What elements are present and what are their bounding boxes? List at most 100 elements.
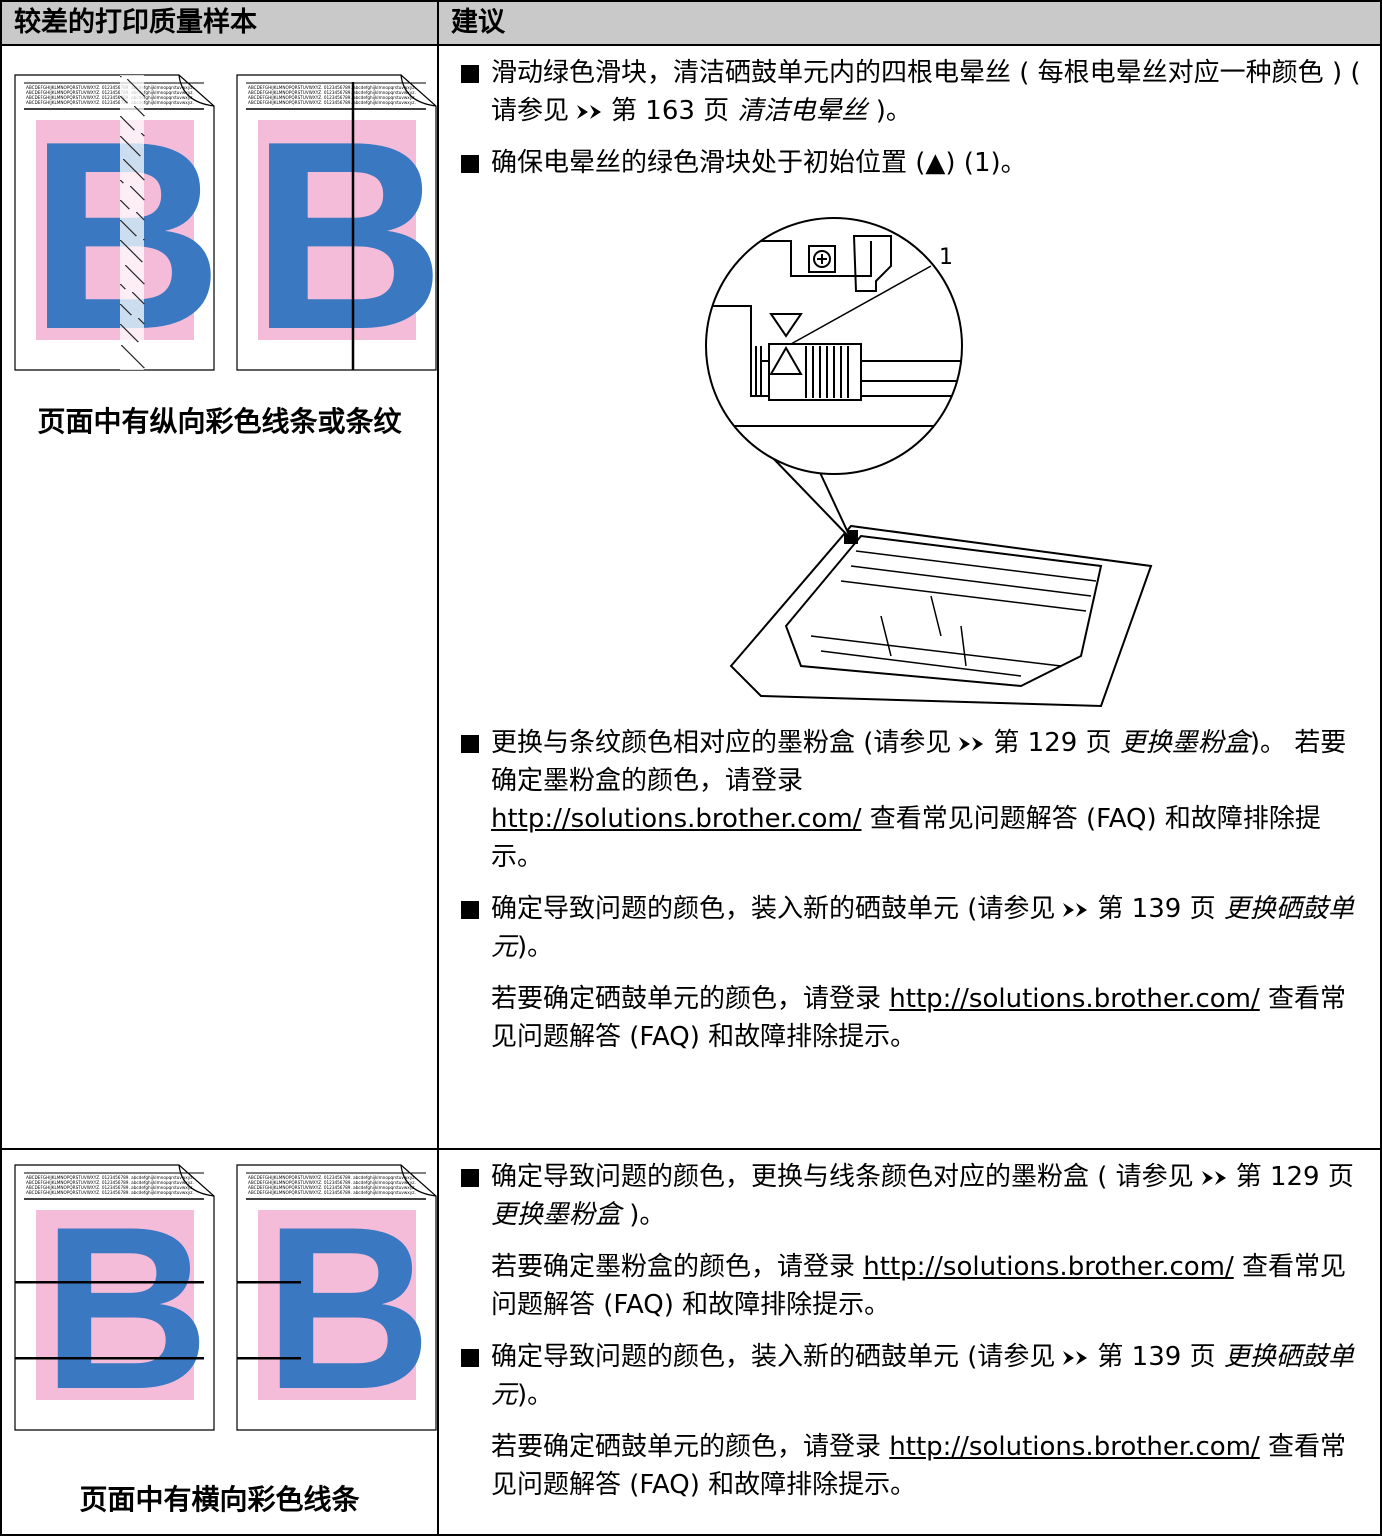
- speck: [133, 129, 135, 131]
- speck: [128, 208, 130, 210]
- link[interactable]: http://solutions.brother.com/: [889, 984, 1260, 1014]
- speck: [138, 154, 140, 156]
- link[interactable]: http://solutions.brother.com/: [491, 804, 862, 834]
- sample-text: ABCDEFGHIJKLMNOPQRSTUVWXYZ. 0123456789. …: [26, 1180, 194, 1185]
- speck: [127, 331, 129, 333]
- sample-text: ABCDEFGHIJKLMNOPQRSTUVWXYZ. 0123456789. …: [26, 90, 194, 95]
- speck: [128, 144, 130, 146]
- speck: [124, 244, 126, 246]
- speck: [127, 311, 129, 313]
- link[interactable]: http://solutions.brother.com/: [863, 1252, 1234, 1282]
- speck: [120, 220, 122, 222]
- speck: [126, 142, 128, 144]
- bullet-paragraph: 确定导致问题的颜色，更换与线条颜色对应的墨粉盒 ( 请参见 第 129 页 更换墨…: [461, 1158, 1366, 1234]
- speck: [137, 213, 139, 215]
- sample-text: ABCDEFGHIJKLMNOPQRSTUVWXYZ. 0123456789. …: [26, 1185, 194, 1190]
- speck: [139, 175, 141, 177]
- page-fold: [400, 1164, 437, 1197]
- speck: [143, 115, 145, 117]
- speck: [124, 224, 126, 226]
- speck: [120, 96, 122, 98]
- speck: [142, 322, 144, 324]
- speck: [143, 239, 145, 241]
- speck: [135, 255, 137, 257]
- speck: [128, 248, 130, 250]
- speck: [135, 359, 137, 361]
- sample-text: ABCDEFGHIJKLMNOPQRSTUVWXYZ. 0123456789. …: [248, 1190, 416, 1195]
- speck: [126, 266, 128, 268]
- speck: [139, 215, 141, 217]
- speck: [133, 85, 135, 87]
- speck: [127, 79, 129, 81]
- paragraph: 若要确定硒鼓单元的颜色，请登录 http://solutions.brother…: [461, 980, 1366, 1056]
- speck: [136, 276, 138, 278]
- speck: [138, 194, 140, 196]
- text: 确定导致问题的颜色，装入新的硒鼓单元 (请参见: [491, 1342, 1056, 1372]
- speck: [130, 126, 132, 128]
- speck: [141, 301, 143, 303]
- speck: [128, 80, 130, 82]
- speck: [124, 204, 126, 206]
- speck: [125, 225, 127, 227]
- speck: [134, 338, 136, 340]
- sample-image: ABCDEFGHIJKLMNOPQRSTUVWXYZ. 0123456789. …: [14, 74, 219, 374]
- page-ref: 第 163 页: [611, 96, 730, 126]
- speck: [135, 339, 137, 341]
- sample-text: ABCDEFGHIJKLMNOPQRSTUVWXYZ. 0123456789. …: [26, 100, 194, 105]
- link[interactable]: http://solutions.brother.com/: [889, 1432, 1260, 1462]
- advice-cell: 确定导致问题的颜色，更换与线条颜色对应的墨粉盒 ( 请参见 第 129 页 更换墨…: [439, 1150, 1380, 1518]
- speck: [136, 256, 138, 258]
- speck: [132, 336, 134, 338]
- section-ref: 更换硒鼓单元: [491, 1342, 1354, 1410]
- speck: [139, 299, 141, 301]
- speck: [126, 162, 128, 164]
- sample-text: ABCDEFGHIJKLMNOPQRSTUVWXYZ. 0123456789. …: [248, 95, 416, 100]
- speck: [139, 155, 141, 157]
- speck: [122, 118, 124, 120]
- speck: [131, 271, 133, 273]
- speck: [120, 200, 122, 202]
- speck: [138, 258, 140, 260]
- speck: [126, 206, 128, 208]
- speck: [131, 167, 133, 169]
- speck: [139, 111, 141, 113]
- speck: [130, 82, 132, 84]
- speck: [120, 76, 122, 78]
- speck: [128, 312, 130, 314]
- sample-text: ABCDEFGHIJKLMNOPQRSTUVWXYZ. 0123456789. …: [26, 85, 194, 90]
- speck: [133, 233, 135, 235]
- speck: [127, 227, 129, 229]
- speck: [141, 177, 143, 179]
- page-ref: 第 139 页: [1097, 1342, 1216, 1372]
- speck: [137, 277, 139, 279]
- speck: [131, 147, 133, 149]
- speck: [130, 250, 132, 252]
- speck: [125, 121, 127, 123]
- speck: [142, 302, 144, 304]
- speck: [126, 102, 128, 104]
- speck: [135, 87, 137, 89]
- sample-caption: 页面中有横向彩色线条: [79, 1483, 360, 1516]
- speck: [123, 327, 125, 329]
- speck: [131, 355, 133, 357]
- speck: [141, 217, 143, 219]
- speck: [134, 86, 136, 88]
- speck: [123, 243, 125, 245]
- speck: [142, 366, 144, 368]
- sample-caption: 页面中有纵向彩色线条或条纹: [37, 405, 402, 438]
- speck: [137, 361, 139, 363]
- speck: [140, 260, 142, 262]
- sample-text: ABCDEFGHIJKLMNOPQRSTUVWXYZ. 0123456789. …: [26, 95, 194, 100]
- text: )。: [517, 1380, 554, 1410]
- speck: [142, 282, 144, 284]
- speck: [139, 363, 141, 365]
- speck: [128, 228, 130, 230]
- speck: [123, 203, 125, 205]
- speck: [123, 287, 125, 289]
- text: 确保电晕丝的绿色滑块处于初始位置 (▲) (1)。: [491, 148, 1027, 178]
- speck: [124, 308, 126, 310]
- header-cell: 较差的打印质量样本: [2, 2, 437, 46]
- speck: [133, 149, 135, 151]
- pink-area: [258, 1210, 416, 1400]
